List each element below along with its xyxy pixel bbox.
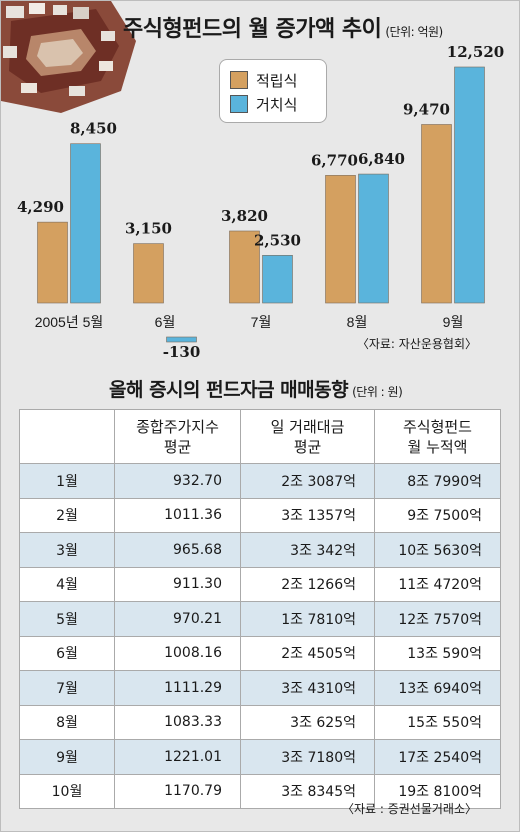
row-fund-cumulative: 13조 590억 [374, 635, 501, 671]
bar-series1-1 [133, 243, 164, 304]
legend-swatch-series2 [230, 95, 248, 113]
legend-item-series1: 적립식 [230, 68, 316, 92]
row-month: 6월 [19, 635, 115, 671]
bar-series2-0 [70, 143, 101, 304]
table-title-text: 올해 증시의 펀드자금 매매동향 [109, 379, 349, 401]
chart-title-text: 주식형펀드의 월 증가액 추이 [123, 17, 382, 42]
row-month: 10월 [19, 773, 115, 809]
table-source: 〈자료 : 증권선물거래소〉 [341, 802, 477, 816]
bar-series1-0 [37, 221, 68, 304]
category-label-3: 8월 [347, 314, 368, 330]
legend-item-series2: 거치식 [230, 92, 316, 116]
row-month: 9월 [19, 739, 115, 775]
header-fund-cumulative: 주식형펀드 월 누적액 [374, 409, 501, 464]
table-row: 10월 1170.79 3조 8345억 19조 8100억 [19, 773, 501, 809]
row-fund-cumulative: 13조 6940억 [374, 670, 501, 706]
row-trading-value: 3조 625억 [240, 704, 375, 740]
row-fund-cumulative: 17조 2540억 [374, 739, 501, 775]
chart-title: 주식형펀드의 월 증가액 추이 (단위: 억원) [123, 11, 443, 43]
row-trading-value: 3조 8345억 [240, 773, 375, 809]
legend-label-series1: 적립식 [256, 71, 298, 90]
row-month: 5월 [19, 601, 115, 637]
row-fund-cumulative: 15조 550억 [374, 704, 501, 740]
row-kospi: 911.30 [114, 566, 241, 602]
category-label-1: 6월 [155, 314, 176, 330]
row-fund-cumulative: 12조 7570억 [374, 601, 501, 637]
table-row: 2월 1011.36 3조 1357억 9조 7500억 [19, 497, 501, 533]
row-fund-cumulative: 19조 8100억 [374, 773, 501, 809]
row-fund-cumulative: 8조 7990억 [374, 463, 501, 499]
table-title: 올해 증시의 펀드자금 매매동향 (단위 : 원) [109, 375, 403, 402]
row-trading-value: 3조 7180억 [240, 739, 375, 775]
row-month: 3월 [19, 532, 115, 568]
row-kospi: 970.21 [114, 601, 241, 637]
row-trading-value: 3조 4310억 [240, 670, 375, 706]
chart-source: 〈자료: 자산운용협회〉 [356, 337, 477, 351]
value-label-series1-3: 6,770 [311, 151, 358, 169]
table-row: 9월 1221.01 3조 7180억 17조 2540억 [19, 739, 501, 775]
table-row: 6월 1008.16 2조 4505억 13조 590억 [19, 635, 501, 671]
trading-floor-photo [1, 1, 136, 113]
chart-unit: (단위: 억원) [385, 25, 443, 39]
fund-flow-table: 종합주가지수 평균 일 거래대금 평균 주식형펀드 월 누적액 1월 932.70… [19, 409, 501, 809]
value-label-series2-2: 2,530 [254, 231, 301, 249]
row-kospi: 1170.79 [114, 773, 241, 809]
row-trading-value: 3조 342억 [240, 532, 375, 568]
category-label-2: 7월 [251, 314, 272, 330]
bar-chart: 4,290 8,450 2005년 5월 3,150 -130 6월 3,820 2,530 7… [17, 43, 504, 361]
legend-label-series2: 거치식 [256, 95, 298, 114]
row-month: 8월 [19, 704, 115, 740]
row-kospi: 1008.16 [114, 635, 241, 671]
table-header-row: 종합주가지수 평균 일 거래대금 평균 주식형펀드 월 누적액 [19, 409, 501, 464]
value-label-series1-0: 4,290 [17, 198, 64, 216]
row-kospi: 1011.36 [114, 497, 241, 533]
row-trading-value: 2조 1266억 [240, 566, 375, 602]
row-fund-cumulative: 11조 4720억 [374, 566, 501, 602]
row-kospi: 1221.01 [114, 739, 241, 775]
row-kospi: 1083.33 [114, 704, 241, 740]
value-label-series1-1: 3,150 [125, 220, 172, 238]
value-label-series1-4: 9,470 [403, 100, 450, 118]
row-fund-cumulative: 9조 7500억 [374, 497, 501, 533]
row-kospi: 932.70 [114, 463, 241, 499]
bar-series2-2 [262, 255, 293, 304]
bar-series1-2 [229, 230, 260, 304]
category-label-0: 2005년 5월 [35, 314, 104, 330]
value-label-series2-0: 8,450 [70, 120, 117, 138]
row-trading-value: 3조 1357억 [240, 497, 375, 533]
table-row: 7월 1111.29 3조 4310억 13조 6940억 [19, 670, 501, 706]
row-trading-value: 2조 3087억 [240, 463, 375, 499]
row-month: 4월 [19, 566, 115, 602]
legend-swatch-series1 [230, 71, 248, 89]
value-label-series2-3: 6,840 [358, 150, 405, 168]
bar-series2-4 [454, 66, 485, 304]
value-label-series2-1: -130 [163, 343, 201, 361]
table-row: 5월 970.21 1조 7810억 12조 7570억 [19, 601, 501, 637]
row-month: 1월 [19, 463, 115, 499]
row-trading-value: 2조 4505억 [240, 635, 375, 671]
table-row: 3월 965.68 3조 342억 10조 5630억 [19, 532, 501, 568]
bar-series1-4 [421, 124, 452, 304]
table-unit: (단위 : 원) [352, 385, 403, 399]
value-label-series2-4: 12,520 [447, 43, 504, 61]
row-month: 2월 [19, 497, 115, 533]
bar-series1-3 [325, 175, 356, 304]
bar-series2-3 [358, 173, 389, 304]
header-kospi-average: 종합주가지수 평균 [114, 409, 241, 464]
header-blank [19, 409, 115, 464]
table-row: 8월 1083.33 3조 625억 15조 550억 [19, 704, 501, 740]
value-label-series1-2: 3,820 [221, 207, 268, 225]
bar-series2-1 [166, 336, 197, 343]
row-kospi: 965.68 [114, 532, 241, 568]
header-trading-value-average: 일 거래대금 평균 [240, 409, 375, 464]
chart-legend: 적립식 거치식 [219, 59, 327, 123]
row-kospi: 1111.29 [114, 670, 241, 706]
table-row: 1월 932.70 2조 3087억 8조 7990억 [19, 463, 501, 499]
row-fund-cumulative: 10조 5630억 [374, 532, 501, 568]
table-row: 4월 911.30 2조 1266억 11조 4720억 [19, 566, 501, 602]
row-month: 7월 [19, 670, 115, 706]
row-trading-value: 1조 7810억 [240, 601, 375, 637]
category-label-4: 9월 [443, 314, 464, 330]
